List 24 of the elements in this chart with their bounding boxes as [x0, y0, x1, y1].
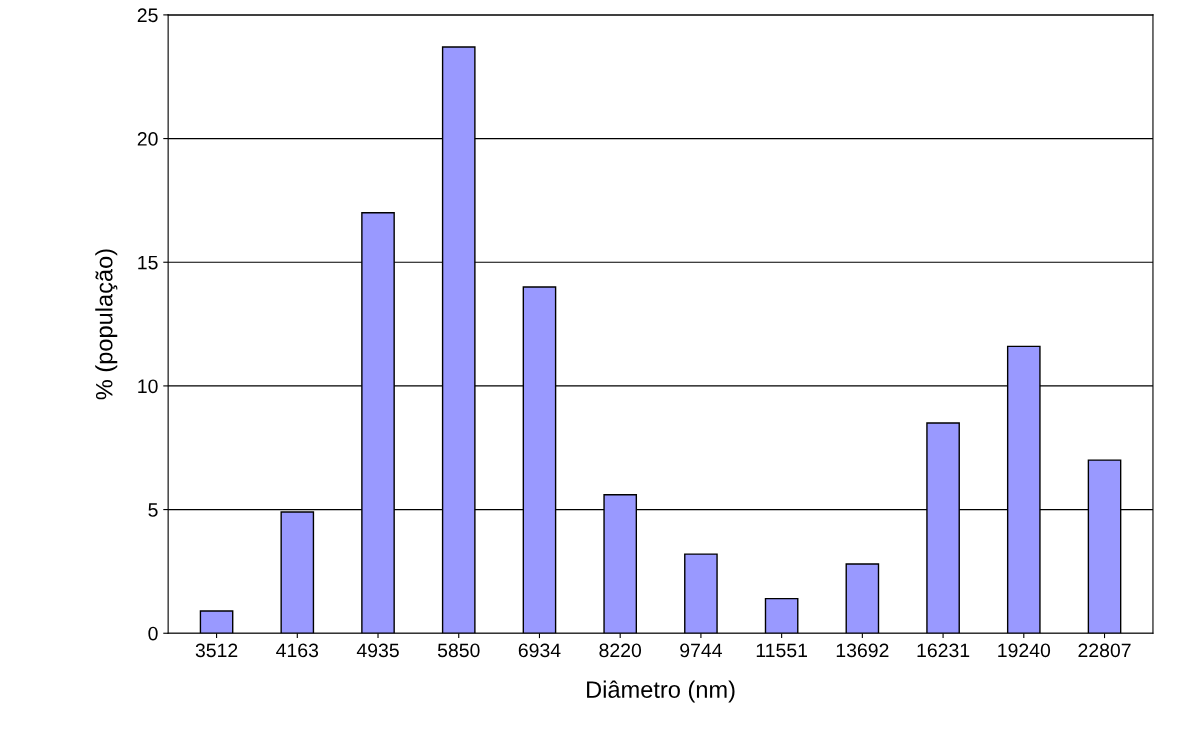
- y-tick-label: 5: [148, 503, 158, 517]
- x-axis-title: Diâmetro (nm): [587, 680, 735, 703]
- x-tick-label: 4163: [276, 643, 319, 658]
- x-tick-label: 19240: [998, 643, 1051, 658]
- y-axis-title: % (população): [95, 249, 118, 400]
- x-tick-label: 22807: [1078, 643, 1131, 658]
- y-tick-label: 15: [138, 255, 158, 270]
- x-tick-label: 9744: [680, 643, 722, 658]
- bar: [199, 610, 234, 634]
- x-tick-label: 13692: [836, 643, 889, 658]
- bar: [764, 597, 799, 634]
- x-tick-label: 3512: [195, 643, 238, 658]
- y-tick-label: 25: [137, 8, 158, 23]
- y-tick-label: 10: [138, 379, 158, 394]
- x-tick-label: 6934: [518, 643, 561, 658]
- x-tick-label: 11551: [756, 643, 808, 658]
- bar: [684, 553, 718, 634]
- x-tick-label: 5850: [437, 643, 480, 658]
- x-tick-label: 4935: [356, 643, 399, 658]
- y-tick-label: 0: [148, 626, 158, 641]
- y-tick-label: 20: [137, 132, 158, 146]
- x-tick-label: 8220: [599, 643, 642, 658]
- x-tick-label: 16231: [917, 643, 970, 658]
- bar: [845, 563, 880, 634]
